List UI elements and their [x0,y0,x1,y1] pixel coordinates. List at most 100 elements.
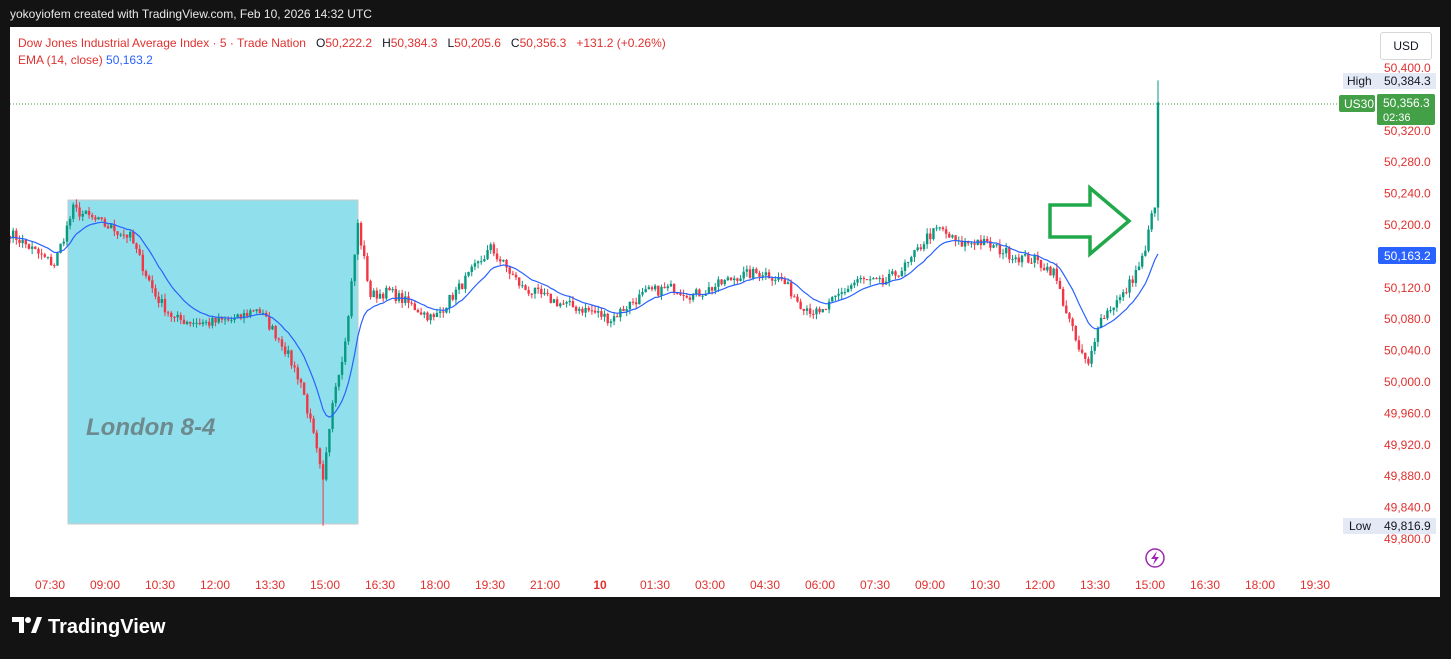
candle-body [774,279,777,281]
candle-body [1134,270,1138,283]
candle-body [859,278,862,280]
candle-body [318,448,322,465]
candle-body [533,287,537,294]
lightning-icon[interactable] [1145,548,1165,568]
candle-body [812,313,815,315]
candle-body [340,361,344,375]
candle-body [1106,310,1109,319]
candle-body [954,235,957,242]
candle-body [249,310,252,317]
candle-body [1042,267,1046,271]
candle-body [872,278,875,280]
candle-body [941,227,945,230]
candle-body [1131,279,1134,283]
candle-body [650,287,654,290]
candle-body [906,261,910,263]
y-tick-label: 49,880.0 [1384,469,1431,483]
candle-body [56,252,59,266]
candle-body [378,293,382,299]
x-tick-label: 18:00 [420,578,450,592]
candle-body [995,244,998,246]
candle-body [793,296,796,298]
candle-body [916,247,919,251]
x-tick-label: 15:00 [1135,578,1165,592]
candle-body [824,309,828,311]
x-tick-label: 09:00 [90,578,120,592]
ema-label[interactable]: EMA (14, close) [18,53,103,67]
x-tick-label: 07:30 [860,578,890,592]
candle-body [476,261,480,264]
candle-body [1112,307,1115,311]
candle-body [325,452,328,480]
candle-body [151,280,154,289]
close-value: 50,356.3 [519,36,567,50]
candle-body [173,316,176,318]
price-axis[interactable]: 50,400.050,360.050,320.050,280.050,240.0… [1384,61,1431,546]
candle-body [1049,266,1052,276]
candle-body [347,316,350,342]
candle-body [78,207,81,217]
candle-body [644,289,647,293]
time-axis[interactable]: 07:30 09:00 10:30 12:00 13:30 15:00 16:30 18:00… [35,578,1330,592]
candle-body [593,310,597,313]
candle-body [612,316,616,322]
london-session-label: London 8-4 [86,414,215,441]
y-tick-label: 50,000.0 [1384,375,1431,389]
candle-body [925,233,929,245]
candle-body [944,229,948,234]
candle-body [1109,310,1112,312]
candle-body [388,287,391,291]
candle-body [1125,292,1128,294]
candle-body [562,303,565,305]
candle-body [461,283,464,289]
candle-body [524,285,527,290]
close-label: C [510,36,520,50]
candle-body [189,321,192,324]
candle-body [404,296,407,304]
candle-body [1128,279,1131,293]
candle-body [1052,268,1055,276]
currency-button[interactable]: USD [1380,32,1432,60]
candle-body [679,293,682,296]
candle-body [179,314,182,320]
candle-body [638,294,641,305]
candle-body [960,240,964,247]
candle-body [840,292,843,294]
price-chart[interactable]: London 8-4 50,400.050,360.050,320.050,28… [10,27,1440,597]
candle-body [530,293,534,295]
candle-body [176,314,179,318]
x-tick-label: 01:30 [640,578,670,592]
candle-body [878,278,881,280]
candle-body [353,254,356,282]
chart-panel[interactable]: London 8-4 50,400.050,360.050,320.050,28… [10,27,1440,597]
candle-body [160,299,164,303]
candle-body [220,317,224,320]
candle-body [87,210,91,216]
candle-body [628,301,632,310]
candle-body [805,308,809,311]
candle-body [796,296,799,302]
candle-body [1020,255,1024,263]
candle-body [467,272,470,276]
candle-body [1118,297,1122,301]
candle-body [967,241,970,244]
candle-body [789,282,793,297]
candle-body [255,309,258,312]
candle-body [742,271,745,279]
candle-body [641,292,644,295]
candle-body [932,228,935,240]
candle-body [46,256,50,258]
candle-body [891,271,894,274]
candle-body [818,308,821,313]
candle-body [1140,255,1144,267]
tradingview-logo[interactable]: TradingView [12,616,165,639]
candle-body [166,312,170,314]
symbol-title[interactable]: Dow Jones Industrial Average Index · 5 ·… [18,36,306,50]
candle-body [929,233,932,240]
candle-body [894,271,897,276]
candle-body [559,303,562,307]
candle-body [568,300,571,303]
candle-body [669,283,673,287]
candle-body [688,297,692,300]
y-tick-label: 49,840.0 [1384,501,1431,515]
